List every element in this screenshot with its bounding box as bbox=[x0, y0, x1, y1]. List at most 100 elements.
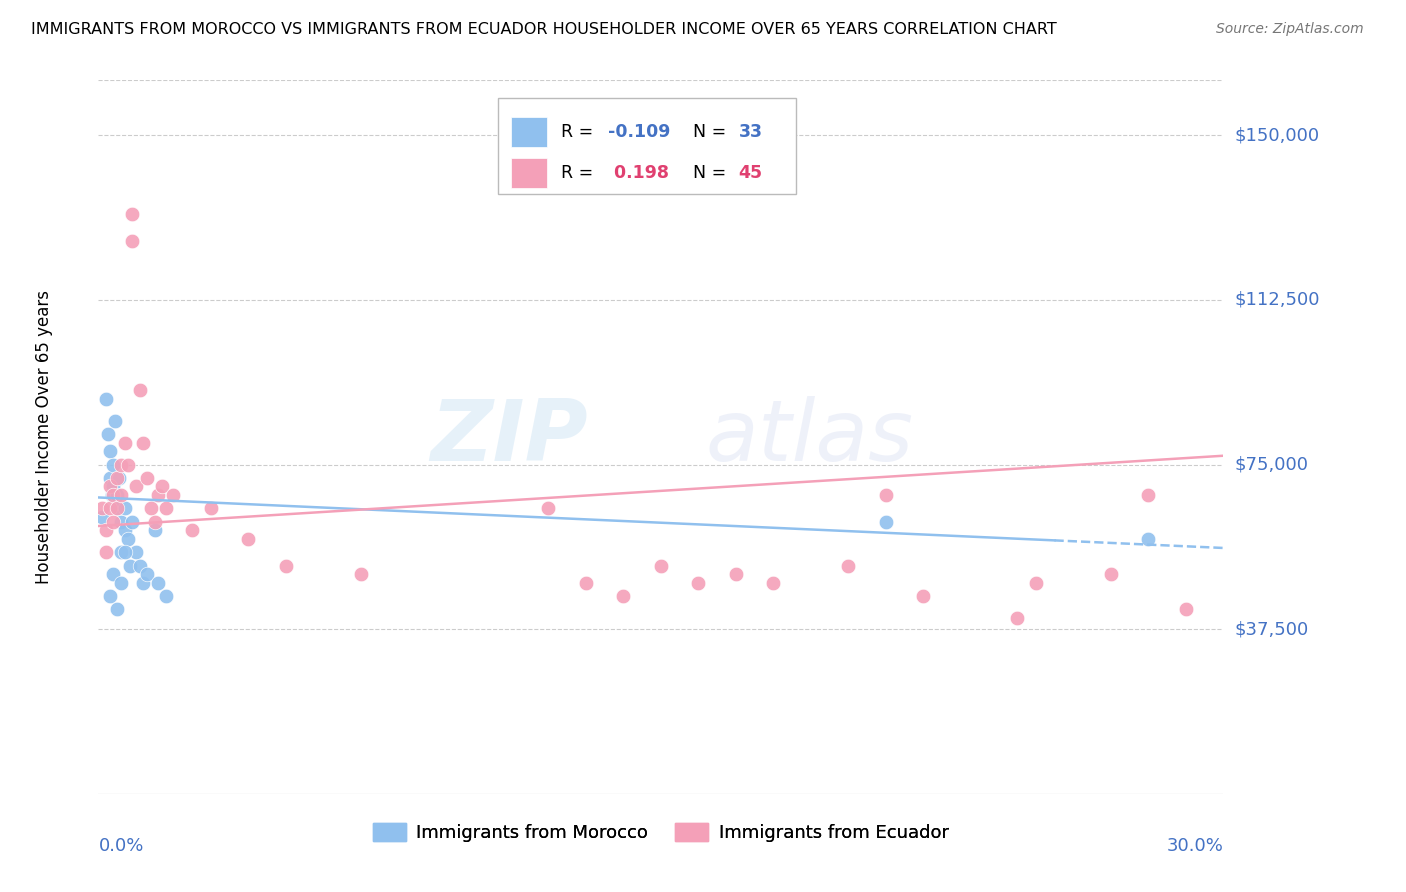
Point bbox=[97, 426, 120, 441]
Point bbox=[350, 567, 373, 582]
Point bbox=[105, 501, 128, 516]
Point bbox=[103, 515, 125, 529]
Point bbox=[875, 515, 897, 529]
Text: R =: R = bbox=[561, 123, 599, 141]
Point bbox=[105, 501, 128, 516]
Text: Source: ZipAtlas.com: Source: ZipAtlas.com bbox=[1216, 22, 1364, 37]
Point bbox=[1137, 532, 1160, 546]
Point bbox=[650, 558, 672, 573]
Text: $112,500: $112,500 bbox=[1234, 291, 1320, 309]
Point bbox=[108, 471, 131, 485]
Point bbox=[121, 234, 143, 248]
Point bbox=[98, 589, 121, 603]
Point bbox=[114, 435, 136, 450]
Text: Householder Income Over 65 years: Householder Income Over 65 years bbox=[35, 290, 53, 584]
Text: 45: 45 bbox=[738, 164, 762, 182]
Text: -0.109: -0.109 bbox=[607, 123, 671, 141]
Point bbox=[104, 414, 127, 428]
Point bbox=[762, 576, 785, 591]
Point bbox=[128, 383, 150, 397]
Point bbox=[143, 515, 166, 529]
Point bbox=[117, 532, 139, 546]
Point bbox=[125, 545, 148, 559]
Point bbox=[110, 576, 132, 591]
Point bbox=[110, 545, 132, 559]
Point bbox=[103, 458, 125, 472]
Point bbox=[1099, 567, 1122, 582]
Point bbox=[162, 488, 184, 502]
Text: ZIP: ZIP bbox=[430, 395, 588, 479]
Point bbox=[98, 471, 121, 485]
Point bbox=[103, 567, 125, 582]
Point bbox=[110, 515, 132, 529]
Point bbox=[136, 567, 159, 582]
Point bbox=[688, 576, 710, 591]
Point bbox=[274, 558, 297, 573]
Text: atlas: atlas bbox=[706, 395, 914, 479]
FancyBboxPatch shape bbox=[512, 118, 547, 147]
Point bbox=[139, 501, 162, 516]
Point bbox=[110, 488, 132, 502]
Point bbox=[114, 501, 136, 516]
Point bbox=[238, 532, 260, 546]
Point bbox=[1174, 602, 1197, 616]
Point bbox=[125, 479, 148, 493]
Point bbox=[132, 435, 155, 450]
Point bbox=[105, 602, 128, 616]
Point bbox=[91, 501, 114, 516]
Text: 0.198: 0.198 bbox=[607, 164, 669, 182]
Point bbox=[103, 479, 125, 493]
Point bbox=[136, 471, 159, 485]
Point bbox=[148, 576, 170, 591]
Point bbox=[575, 576, 598, 591]
FancyBboxPatch shape bbox=[498, 98, 796, 194]
Point bbox=[105, 488, 128, 502]
Point bbox=[837, 558, 859, 573]
Point bbox=[150, 479, 173, 493]
Text: $75,000: $75,000 bbox=[1234, 456, 1309, 474]
Point bbox=[103, 488, 125, 502]
Point bbox=[100, 488, 122, 502]
Point bbox=[114, 545, 136, 559]
Point bbox=[1137, 488, 1160, 502]
Point bbox=[200, 501, 222, 516]
Point bbox=[875, 488, 897, 502]
FancyBboxPatch shape bbox=[512, 158, 547, 188]
Point bbox=[132, 576, 155, 591]
Text: N =: N = bbox=[693, 123, 733, 141]
Text: 0.0%: 0.0% bbox=[98, 837, 143, 855]
Text: IMMIGRANTS FROM MOROCCO VS IMMIGRANTS FROM ECUADOR HOUSEHOLDER INCOME OVER 65 YE: IMMIGRANTS FROM MOROCCO VS IMMIGRANTS FR… bbox=[31, 22, 1057, 37]
Text: R =: R = bbox=[561, 164, 599, 182]
Point bbox=[117, 458, 139, 472]
Point bbox=[121, 515, 143, 529]
Point bbox=[128, 558, 150, 573]
Text: $150,000: $150,000 bbox=[1234, 126, 1319, 145]
Text: 33: 33 bbox=[738, 123, 762, 141]
Point bbox=[537, 501, 560, 516]
Point bbox=[114, 524, 136, 538]
Point bbox=[148, 488, 170, 502]
Point bbox=[155, 589, 177, 603]
Point bbox=[155, 501, 177, 516]
Legend: Immigrants from Morocco, Immigrants from Ecuador: Immigrants from Morocco, Immigrants from… bbox=[366, 815, 956, 849]
Point bbox=[105, 471, 128, 485]
Point bbox=[94, 524, 117, 538]
Point bbox=[98, 479, 121, 493]
Point bbox=[1025, 576, 1047, 591]
Point bbox=[912, 589, 935, 603]
Point bbox=[94, 392, 117, 406]
Point bbox=[181, 524, 204, 538]
Point bbox=[98, 501, 121, 516]
Point bbox=[121, 207, 143, 221]
Point bbox=[120, 558, 142, 573]
Text: N =: N = bbox=[693, 164, 733, 182]
Point bbox=[724, 567, 747, 582]
Point bbox=[1005, 611, 1028, 625]
Point bbox=[143, 524, 166, 538]
Point bbox=[612, 589, 634, 603]
Point bbox=[98, 444, 121, 458]
Point bbox=[94, 545, 117, 559]
Text: 30.0%: 30.0% bbox=[1167, 837, 1223, 855]
Point bbox=[91, 510, 114, 524]
Point bbox=[110, 458, 132, 472]
